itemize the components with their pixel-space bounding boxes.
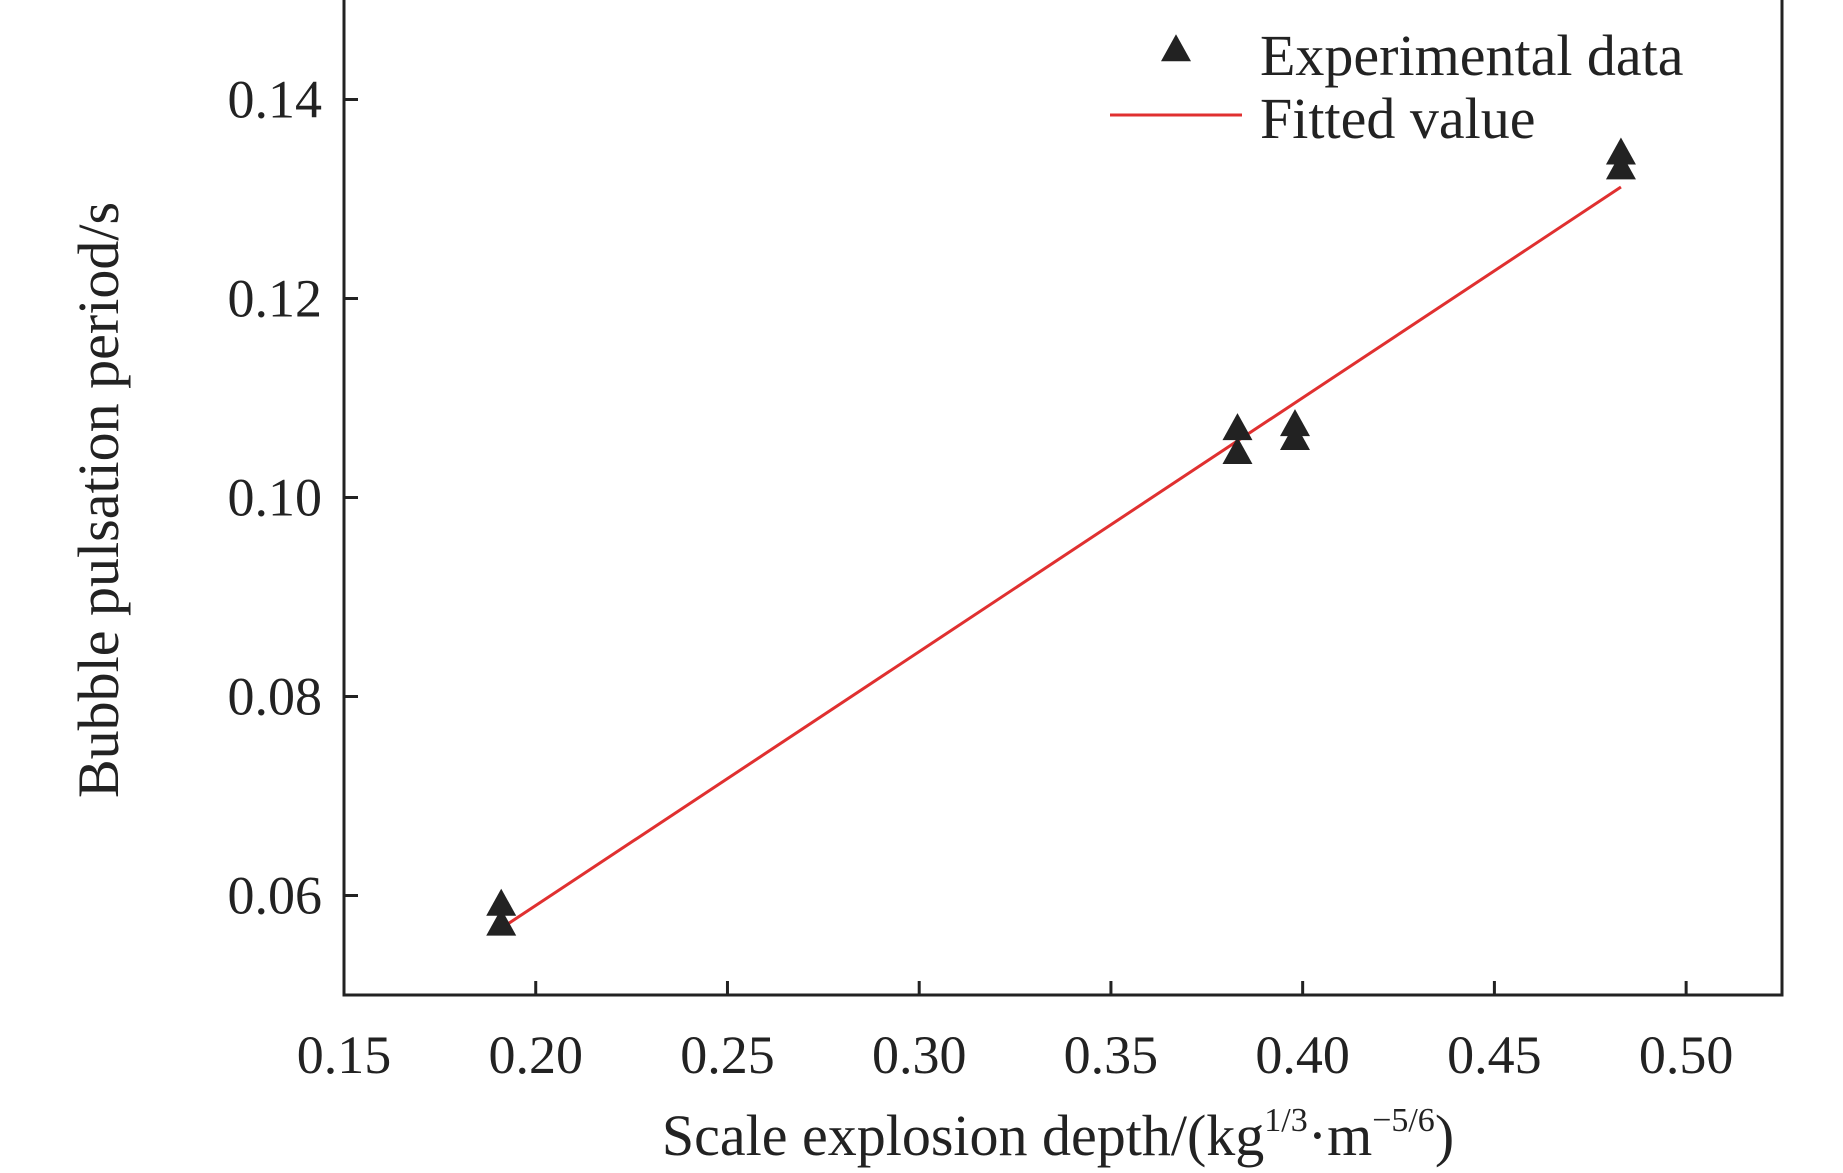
y-tick-label: 0.10 bbox=[228, 468, 323, 528]
x-tick-label: 0.35 bbox=[1064, 1025, 1159, 1085]
data-point bbox=[1279, 409, 1310, 437]
data-point bbox=[1605, 152, 1636, 180]
x-tick-label: 0.50 bbox=[1639, 1025, 1734, 1085]
x-tick-label: 0.30 bbox=[872, 1025, 967, 1085]
y-tick-label: 0.06 bbox=[228, 866, 323, 926]
tick-layer: 0.15 0.20 0.25 0.30 0.35 0.40 0.45 0.50 0.06 0.08… bbox=[228, 70, 1734, 1086]
y-axis-title: Bubble pulsation period/s bbox=[66, 202, 131, 798]
legend-marker-triangle bbox=[1161, 34, 1191, 62]
y-tick-label: 0.12 bbox=[228, 269, 323, 329]
data-point bbox=[1605, 137, 1636, 165]
x-tick-label: 0.20 bbox=[488, 1025, 583, 1085]
fitted-line bbox=[500, 185, 1622, 930]
x-tick-label: 0.15 bbox=[297, 1025, 392, 1085]
x-tick-label: 0.45 bbox=[1447, 1025, 1542, 1085]
x-axis-title-main: Scale explosion depth/(kg bbox=[662, 1103, 1264, 1168]
x-tick-label: 0.25 bbox=[680, 1025, 775, 1085]
plot-frame bbox=[342, 0, 1784, 997]
plot-layer bbox=[342, 0, 1784, 997]
legend-label: Fitted value bbox=[1260, 86, 1535, 151]
y-tick-label: 0.14 bbox=[228, 70, 323, 130]
data-point bbox=[1279, 423, 1310, 451]
data-point bbox=[486, 888, 517, 916]
x-axis-unit-exp1: 1/3 bbox=[1264, 1102, 1307, 1139]
x-tick-label: 0.40 bbox=[1255, 1025, 1350, 1085]
x-axis-title: Scale explosion depth/(kg1/3·m−5/6) bbox=[662, 1102, 1454, 1168]
x-axis-unit-exp2: −5/6 bbox=[1372, 1102, 1435, 1139]
data-point bbox=[1222, 413, 1253, 441]
data-point bbox=[1222, 436, 1253, 464]
x-axis-unit-mid: ·m bbox=[1308, 1103, 1372, 1168]
y-tick-label: 0.08 bbox=[228, 667, 323, 727]
legend-label: Experimental data bbox=[1260, 23, 1684, 88]
x-axis-unit-end: ) bbox=[1435, 1103, 1454, 1168]
data-point bbox=[486, 908, 517, 936]
